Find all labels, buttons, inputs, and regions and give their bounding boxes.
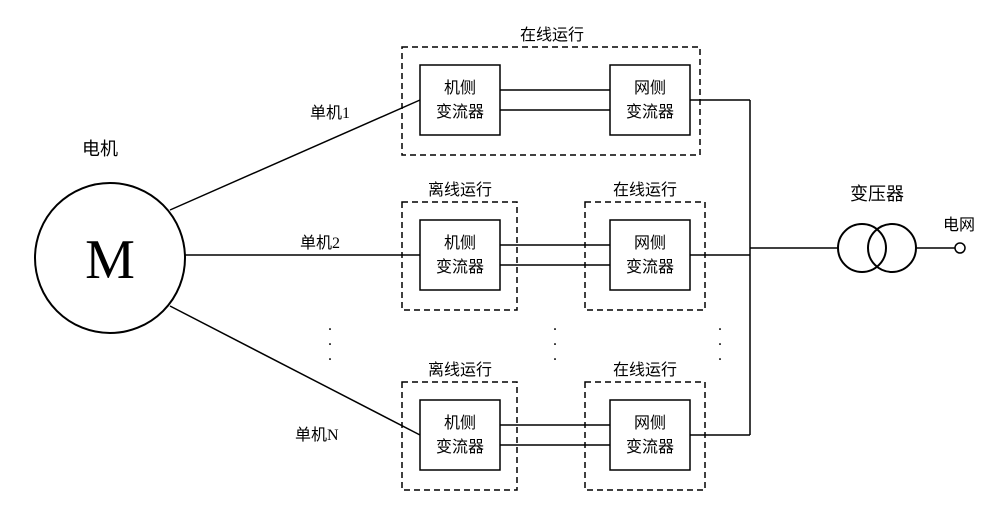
motor-letter: M bbox=[85, 229, 135, 291]
svg-text:.: . bbox=[718, 347, 722, 364]
ellipsis-left: . . . bbox=[328, 317, 332, 364]
offline-label-rowN: 离线运行 bbox=[428, 361, 492, 379]
machine-converter-l1-1: 机侧 bbox=[444, 79, 476, 97]
machine-converter-l2-N: 变流器 bbox=[436, 438, 484, 456]
grid-converter-l1-1: 网侧 bbox=[634, 79, 666, 97]
unit2-label: 单机2 bbox=[300, 234, 340, 252]
grid-converter-box-1 bbox=[610, 65, 690, 135]
machine-converter-box-N bbox=[420, 400, 500, 470]
grid-label: 电网 bbox=[943, 216, 975, 234]
transformer-circle-right bbox=[868, 224, 916, 272]
grid-converter-l1-N: 网侧 bbox=[634, 414, 666, 432]
unit1-label: 单机1 bbox=[310, 104, 350, 122]
grid-converter-box-2 bbox=[610, 220, 690, 290]
grid-converter-l2-2: 变流器 bbox=[626, 258, 674, 276]
machine-converter-l2-1: 变流器 bbox=[436, 103, 484, 121]
transformer-circle-left bbox=[838, 224, 886, 272]
offline-label-row2: 离线运行 bbox=[428, 181, 492, 199]
transformer-label: 变压器 bbox=[850, 184, 904, 204]
online-label-row2: 在线运行 bbox=[613, 181, 677, 199]
grid-converter-l2-1: 变流器 bbox=[626, 103, 674, 121]
online-label-rowN: 在线运行 bbox=[613, 361, 677, 379]
svg-text:.: . bbox=[328, 347, 332, 364]
machine-converter-box-2 bbox=[420, 220, 500, 290]
machine-converter-l2-2: 变流器 bbox=[436, 258, 484, 276]
machine-converter-box-1 bbox=[420, 65, 500, 135]
ellipsis-right: . . . bbox=[718, 317, 722, 364]
diagram-svg: M 电机 单机1 单机2 单机N 在线运行 机侧 变流器 网侧 变流器 离线运行… bbox=[0, 0, 1000, 514]
unitN-label: 单机N bbox=[295, 426, 339, 444]
grid-converter-l1-2: 网侧 bbox=[634, 234, 666, 252]
wire-motor-unit1 bbox=[170, 100, 420, 210]
online-label-row1: 在线运行 bbox=[520, 26, 584, 44]
ellipsis-mid: . . . bbox=[553, 317, 557, 364]
grid-converter-box-N bbox=[610, 400, 690, 470]
grid-terminal-icon bbox=[955, 243, 965, 253]
svg-text:.: . bbox=[553, 347, 557, 364]
machine-converter-l1-2: 机侧 bbox=[444, 234, 476, 252]
motor-label: 电机 bbox=[82, 139, 118, 159]
grid-converter-l2-N: 变流器 bbox=[626, 438, 674, 456]
wire-motor-unitN bbox=[170, 306, 420, 435]
machine-converter-l1-N: 机侧 bbox=[444, 414, 476, 432]
